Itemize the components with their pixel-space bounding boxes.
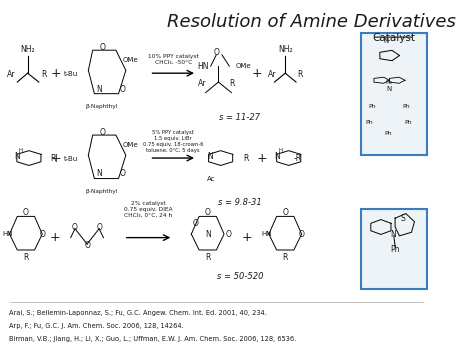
Text: Ac: Ac [207, 176, 215, 182]
Text: O: O [72, 223, 78, 231]
Text: HN: HN [262, 231, 273, 237]
Text: HN: HN [198, 62, 209, 71]
Text: O: O [99, 128, 105, 137]
Text: O: O [205, 208, 210, 217]
Text: Arp, F.; Fu, G.C. J. Am. Chem. Soc. 2006, 128, 14264.: Arp, F.; Fu, G.C. J. Am. Chem. Soc. 2006… [9, 323, 183, 329]
Text: N: N [274, 152, 280, 161]
Text: Ph: Ph [404, 120, 412, 125]
Text: O: O [84, 241, 90, 250]
Text: β-Naphthyl: β-Naphthyl [86, 189, 118, 194]
Text: 10% PPY catalyst
CHCl₃, -50°C: 10% PPY catalyst CHCl₃, -50°C [148, 54, 199, 64]
Text: N: N [390, 230, 396, 239]
Text: +: + [256, 152, 267, 165]
Text: O: O [120, 169, 126, 179]
Text: O: O [213, 48, 219, 57]
Text: Ar: Ar [8, 70, 16, 80]
Text: Fe: Fe [385, 80, 392, 84]
Text: R: R [50, 154, 56, 163]
Text: N: N [206, 230, 211, 239]
FancyBboxPatch shape [361, 209, 428, 289]
Text: +: + [51, 152, 61, 165]
Text: OMe: OMe [236, 63, 251, 69]
Text: O: O [193, 219, 199, 228]
Text: H: H [18, 148, 22, 153]
Text: +: + [252, 67, 263, 80]
Text: Ph: Ph [402, 104, 410, 109]
Text: β-Naphthyl: β-Naphthyl [86, 104, 118, 109]
Text: Ar: Ar [268, 70, 276, 80]
Text: t-Bu: t-Bu [64, 156, 79, 162]
Text: O: O [99, 43, 105, 52]
Text: N: N [96, 84, 101, 94]
Text: NH₂: NH₂ [20, 45, 35, 54]
Text: +: + [242, 231, 253, 244]
Text: R: R [229, 79, 235, 88]
Text: N: N [207, 152, 213, 161]
Text: N: N [386, 86, 391, 92]
Text: H: H [278, 148, 282, 153]
Text: Ph: Ph [368, 104, 376, 109]
Text: OMe: OMe [123, 142, 138, 148]
Text: Ph: Ph [391, 246, 400, 255]
Text: N: N [14, 152, 20, 161]
Text: O: O [226, 230, 232, 239]
Text: -R: -R [294, 154, 302, 163]
Text: S: S [400, 214, 405, 223]
Text: NH₂: NH₂ [278, 45, 292, 54]
Text: Birman, V.B.; Jiang, H.; Li, X.; Guo, L.; Uffman, E.W. J. Am. Chem. Soc. 2006, 1: Birman, V.B.; Jiang, H.; Li, X.; Guo, L.… [9, 337, 296, 343]
Text: O: O [96, 223, 102, 231]
Text: O: O [23, 208, 29, 217]
Text: OMe: OMe [123, 57, 138, 63]
Text: O: O [40, 230, 46, 239]
Text: 2% catalyst
0.75 equiv. DIEA
CHCl₃, 0°C, 24 h: 2% catalyst 0.75 equiv. DIEA CHCl₃, 0°C,… [124, 201, 173, 218]
Text: R: R [41, 70, 46, 80]
Text: s = 50-520: s = 50-520 [217, 272, 263, 281]
Text: N: N [384, 38, 389, 44]
Text: t-Bu: t-Bu [64, 71, 79, 77]
Text: N: N [96, 169, 101, 179]
Text: Arai, S.; Bellemin-Laponnaz, S.; Fu, G.C. Angew. Chem. Int. Ed. 2001, 40, 234.: Arai, S.; Bellemin-Laponnaz, S.; Fu, G.C… [9, 310, 266, 316]
Text: Ph: Ph [365, 120, 373, 125]
Text: s = 9.8-31: s = 9.8-31 [218, 198, 262, 207]
Text: O: O [299, 230, 305, 239]
Text: R: R [23, 252, 28, 262]
FancyBboxPatch shape [361, 33, 428, 154]
Text: O: O [283, 208, 288, 217]
Text: s = 11-27: s = 11-27 [219, 113, 261, 122]
Text: R: R [297, 70, 302, 80]
Text: HN: HN [2, 231, 13, 237]
Text: Ph: Ph [385, 131, 392, 136]
Text: Resolution of Amine Derivatives: Resolution of Amine Derivatives [167, 13, 456, 31]
Text: R: R [243, 154, 248, 163]
Text: R: R [205, 252, 210, 262]
Text: 5% PPY catalyst
1.5 equiv. LiBr
0.75 equiv. 18-crown-6
toluene, 0°C, 5 days: 5% PPY catalyst 1.5 equiv. LiBr 0.75 equ… [143, 130, 203, 153]
Text: O: O [120, 84, 126, 94]
Text: Catalyst: Catalyst [372, 33, 415, 43]
Text: +: + [51, 67, 61, 80]
Text: R: R [283, 252, 288, 262]
Text: +: + [49, 231, 60, 244]
Text: Ar: Ar [198, 79, 206, 88]
